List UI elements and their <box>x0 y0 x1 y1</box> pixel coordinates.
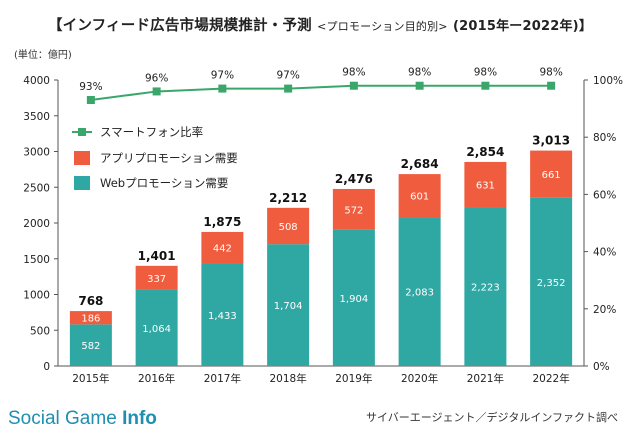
bar-app <box>464 161 507 208</box>
legend-swatch-app <box>74 151 90 165</box>
y2-tick-label: 0% <box>593 361 610 373</box>
line-point-marker <box>152 87 161 96</box>
data-label-total: 768 <box>78 294 103 308</box>
legend-label-line: スマートフォン比率 <box>100 125 203 139</box>
bar-app <box>332 188 375 230</box>
bar-web <box>530 197 573 366</box>
data-label-web: 1,904 <box>340 294 369 305</box>
brand-name: Social Game <box>8 408 117 429</box>
data-label-app: 337 <box>147 274 166 285</box>
data-label-line: 97% <box>211 70 234 82</box>
x-tick-label: 2022年 <box>533 372 570 385</box>
data-label-web: 1,064 <box>142 324 171 335</box>
bar-web <box>464 207 507 366</box>
x-tick-label: 2021年 <box>467 372 504 385</box>
title-years: (2015年ー2022年)】 <box>452 19 593 34</box>
bar-web <box>201 263 244 366</box>
y-tick-label: 4000 <box>23 75 50 87</box>
bar-web <box>267 244 310 366</box>
line-point-marker <box>547 81 556 90</box>
legend-swatch-web <box>74 176 90 190</box>
bar-app <box>398 174 441 218</box>
x-tick-label: 2016年 <box>138 372 175 385</box>
y2-tick-label: 40% <box>593 247 616 259</box>
legend-label-app: アプリプロモーション需要 <box>100 151 238 165</box>
data-label-total: 1,401 <box>138 249 176 263</box>
chart-title: 【インフィード広告市場規模推計・予測 <プロモーション目的別> (2015年ー2… <box>0 14 640 35</box>
x-tick-label: 2015年 <box>72 372 109 385</box>
y2-tick-label: 60% <box>593 189 616 201</box>
series-line-smartphone <box>90 84 552 102</box>
bar-app <box>135 265 178 290</box>
title-main: 【インフィード広告市場規模推計・予測 <box>47 18 312 34</box>
data-label-app: 572 <box>344 205 363 216</box>
data-label-web: 2,223 <box>471 283 500 294</box>
y-tick-label: 1500 <box>23 254 50 266</box>
data-label-total: 2,684 <box>401 157 439 171</box>
data-label-app: 442 <box>213 244 232 255</box>
bar-app <box>530 150 573 198</box>
y-tick-label: 3000 <box>23 147 50 159</box>
line-point-marker <box>349 81 358 90</box>
y-tick-label: 0 <box>43 361 50 373</box>
bar-web <box>135 289 178 366</box>
data-label-line: 97% <box>276 70 299 82</box>
line-point-marker <box>218 84 227 93</box>
source-note: サイバーエージェント／デジタルインファクト調べ <box>365 411 618 424</box>
data-label-web: 1,433 <box>208 311 237 322</box>
brand-logo: Social Game Info <box>8 408 157 430</box>
y-tick-label: 2000 <box>23 218 50 230</box>
data-label-app: 186 <box>81 314 100 325</box>
data-label-app: 631 <box>476 180 495 191</box>
bar-app <box>267 207 310 245</box>
x-tick-label: 2020年 <box>401 372 438 385</box>
bar-web <box>332 229 375 366</box>
data-label-line: 98% <box>474 67 497 79</box>
bar-app <box>69 311 112 325</box>
data-label-line: 98% <box>342 67 365 79</box>
brand-suffix: Info <box>122 408 157 429</box>
legend-line-marker <box>78 128 86 136</box>
line-point-marker <box>481 81 490 90</box>
bar-web <box>69 324 112 366</box>
line-point-marker <box>415 81 424 90</box>
data-label-line: 98% <box>539 67 562 79</box>
y2-tick-label: 100% <box>593 75 623 87</box>
data-label-total: 2,212 <box>269 191 307 205</box>
y-axis-unit-label: (単位：億円) <box>14 48 72 61</box>
y-tick-label: 500 <box>30 325 50 337</box>
legend-label-web: Webプロモーション需要 <box>100 176 228 190</box>
y-tick-label: 3500 <box>23 111 50 123</box>
data-label-line: 96% <box>145 72 168 84</box>
data-label-web: 2,352 <box>537 278 566 289</box>
data-label-app: 601 <box>410 192 429 203</box>
bar-app <box>201 231 244 264</box>
x-tick-label: 2019年 <box>335 372 372 385</box>
data-label-line: 98% <box>408 67 431 79</box>
data-label-total: 2,476 <box>335 172 373 186</box>
data-label-total: 1,875 <box>203 215 241 229</box>
y2-tick-label: 20% <box>593 304 616 316</box>
data-label-web: 582 <box>81 341 100 352</box>
data-label-total: 3,013 <box>532 134 570 148</box>
y2-tick-label: 80% <box>593 132 616 144</box>
line-point-marker <box>86 96 95 105</box>
data-label-web: 2,083 <box>405 288 434 299</box>
y-tick-label: 2500 <box>23 182 50 194</box>
data-label-web: 1,704 <box>274 301 303 312</box>
data-label-app: 508 <box>279 222 298 233</box>
x-tick-label: 2017年 <box>204 372 241 385</box>
title-sub: <プロモーション目的別> <box>317 20 448 33</box>
data-label-line: 93% <box>79 81 102 93</box>
bar-web <box>398 217 441 366</box>
data-label-app: 661 <box>542 170 561 181</box>
y-tick-label: 1000 <box>23 290 50 302</box>
line-point-marker <box>284 84 293 93</box>
x-tick-label: 2018年 <box>270 372 307 385</box>
data-label-total: 2,854 <box>466 145 504 159</box>
